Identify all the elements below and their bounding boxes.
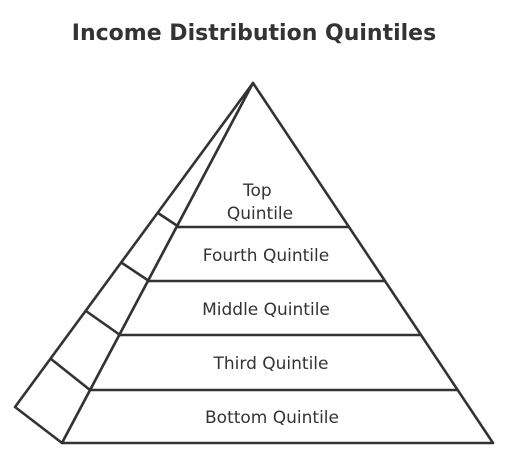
- tier-label-third: Third Quintile: [213, 354, 329, 374]
- tier-label-middle: Middle Quintile: [202, 300, 330, 320]
- tier-label-fourth: Fourth Quintile: [203, 246, 329, 266]
- tier-label-bottom: Bottom Quintile: [205, 408, 339, 428]
- diagram-title: Income Distribution Quintiles: [72, 21, 436, 46]
